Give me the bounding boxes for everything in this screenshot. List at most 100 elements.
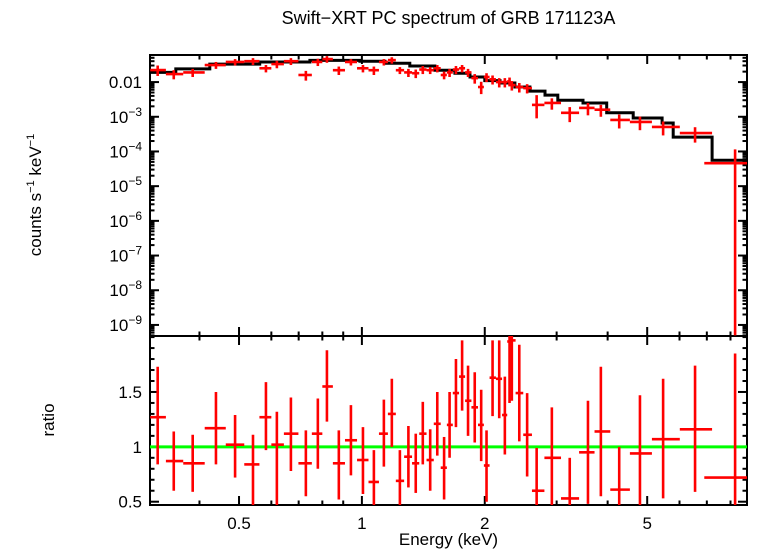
data-point	[165, 70, 184, 80]
data-point	[531, 447, 545, 505]
data-point	[368, 450, 379, 505]
data-point	[387, 378, 396, 447]
data-point	[344, 405, 358, 476]
data-point	[561, 457, 580, 505]
y-tick-label-ratio: 1.5	[118, 383, 142, 402]
tick-labels: 0.01 10−3 10−4 10−5 10−6 10−7 10−8 10−9 0.5 1 1.5 0…	[109, 73, 652, 533]
x-tick-label: 0.5	[227, 514, 251, 533]
data-point	[204, 61, 226, 69]
data-point	[465, 68, 472, 78]
data-point	[507, 77, 511, 87]
data-point	[244, 434, 260, 505]
x-tick-label: 2	[480, 514, 489, 533]
data-point	[502, 376, 508, 455]
data-point	[651, 121, 680, 136]
data-point	[357, 65, 369, 73]
data-point	[204, 391, 226, 465]
data-point	[225, 59, 245, 66]
data-point	[502, 78, 508, 88]
data-point	[610, 114, 630, 129]
data-point	[471, 372, 478, 443]
data-point	[679, 365, 713, 492]
y-tick-label-counts: 10−3	[109, 105, 142, 127]
data-point	[523, 393, 532, 477]
data-point	[426, 67, 434, 75]
spectrum-data-points	[150, 56, 747, 336]
x-axis-label-energy: Energy (keV)	[398, 530, 499, 549]
data-point	[651, 378, 680, 499]
y-tick-label-counts: 10−7	[109, 244, 142, 266]
data-point	[446, 68, 453, 78]
data-point	[150, 366, 166, 465]
data-point	[332, 66, 345, 75]
data-point	[515, 83, 524, 93]
y-tick-label-counts: 10−4	[109, 139, 142, 161]
data-point	[489, 75, 496, 85]
data-point	[298, 70, 312, 81]
data-point	[183, 434, 205, 492]
data-point	[387, 57, 396, 64]
data-point	[459, 65, 466, 73]
data-point	[507, 336, 511, 403]
data-point	[259, 65, 272, 73]
y-tick-label-counts: 0.01	[109, 73, 142, 92]
data-point	[544, 98, 562, 110]
data-point	[332, 430, 345, 500]
data-point	[483, 430, 490, 502]
data-point	[483, 73, 490, 83]
y-tick-label-ratio: 1	[133, 438, 142, 457]
data-point	[704, 353, 747, 505]
data-point	[165, 431, 184, 491]
x-tick-label: 1	[357, 514, 366, 533]
data-point	[544, 407, 562, 505]
data-point	[311, 398, 323, 469]
data-point	[629, 116, 652, 131]
data-point	[515, 344, 524, 442]
data-point	[404, 425, 413, 488]
top-panel-frame	[149, 54, 748, 337]
data-point	[465, 365, 472, 436]
data-point	[433, 65, 441, 73]
data-point	[322, 350, 333, 422]
data-point	[452, 359, 460, 428]
data-point	[395, 450, 405, 505]
data-point	[704, 149, 747, 336]
data-point	[579, 400, 595, 504]
data-point	[183, 68, 205, 78]
y-tick-label-counts: 10−6	[109, 209, 142, 231]
data-point	[225, 415, 245, 478]
data-point	[378, 399, 388, 467]
data-point	[440, 436, 447, 500]
data-point	[510, 336, 516, 401]
data-point	[452, 66, 460, 75]
data-point	[357, 427, 369, 495]
data-point	[510, 81, 516, 91]
ratio-data-points	[150, 336, 747, 505]
data-point	[679, 127, 713, 143]
data-point	[531, 95, 545, 119]
data-point	[440, 71, 447, 80]
data-point	[368, 66, 379, 75]
data-point	[459, 340, 466, 411]
data-point	[404, 68, 413, 78]
data-point	[495, 78, 503, 88]
data-point	[477, 389, 484, 462]
data-point	[271, 60, 284, 69]
data-point	[489, 340, 496, 417]
ratio-panel-frame	[149, 335, 748, 506]
data-point	[610, 446, 630, 505]
data-point	[419, 66, 427, 75]
data-point	[311, 58, 323, 67]
data-point	[395, 67, 405, 75]
y-tick-label-counts: 10−9	[109, 313, 142, 335]
data-point	[259, 382, 272, 451]
data-point	[412, 433, 420, 493]
y-tick-label-counts: 10−5	[109, 174, 142, 196]
data-point	[523, 84, 532, 94]
data-point	[495, 340, 503, 419]
data-point	[298, 430, 312, 497]
data-point	[426, 429, 434, 491]
data-point	[579, 102, 595, 116]
